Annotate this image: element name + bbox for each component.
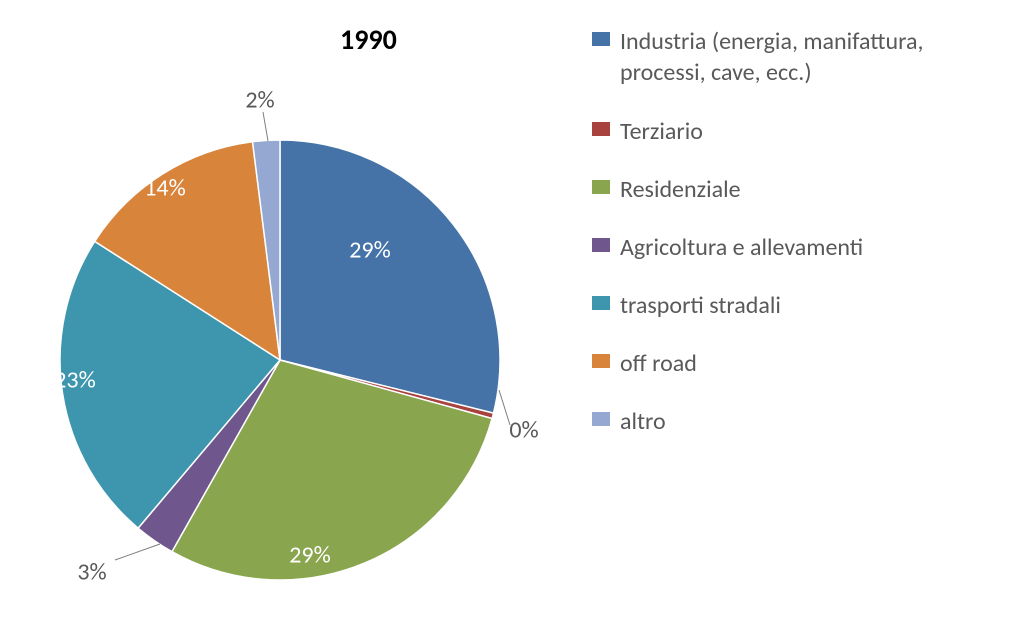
chart-stage: 1990 29%0%29%3%23%14%2% Industria (energ…	[0, 0, 1022, 629]
legend-item-residenziale: Residenziale	[592, 174, 992, 205]
legend-item-terziario: Terziario	[592, 116, 992, 147]
slice-label-agricoltura: 3%	[77, 558, 106, 587]
legend-label-terziario: Terziario	[620, 116, 703, 147]
legend-item-trasporti: trasporti stradali	[592, 290, 992, 321]
leader-line-agricoltura	[115, 544, 160, 560]
leader-line-altro	[263, 112, 268, 141]
legend-label-residenziale: Residenziale	[620, 174, 741, 205]
slice-label-industria: 29%	[349, 236, 390, 265]
slice-label-terziario: 0%	[509, 416, 538, 445]
legend-item-agricoltura: Agricoltura e allevamenti	[592, 232, 992, 263]
slice-label-offroad: 14%	[144, 174, 185, 203]
legend-label-industria: Industria (energia, manifattura, process…	[620, 26, 992, 88]
legend-swatch-trasporti	[592, 296, 610, 310]
legend-item-altro: altro	[592, 406, 992, 437]
legend-swatch-industria	[592, 32, 610, 46]
legend-swatch-agricoltura	[592, 238, 610, 252]
legend-swatch-offroad	[592, 354, 610, 368]
slice-label-residenziale: 29%	[289, 541, 330, 570]
slice-label-trasporti: 23%	[54, 366, 95, 395]
legend-item-offroad: off road	[592, 348, 992, 379]
slice-label-altro: 2%	[245, 86, 274, 115]
legend-swatch-terziario	[592, 122, 610, 136]
legend-label-agricoltura: Agricoltura e allevamenti	[620, 232, 863, 263]
legend-item-industria: Industria (energia, manifattura, process…	[592, 26, 992, 88]
legend-label-trasporti: trasporti stradali	[620, 290, 781, 321]
legend-swatch-residenziale	[592, 180, 610, 194]
legend-swatch-altro	[592, 412, 610, 426]
legend-label-offroad: off road	[620, 348, 697, 379]
legend-label-altro: altro	[620, 406, 666, 437]
